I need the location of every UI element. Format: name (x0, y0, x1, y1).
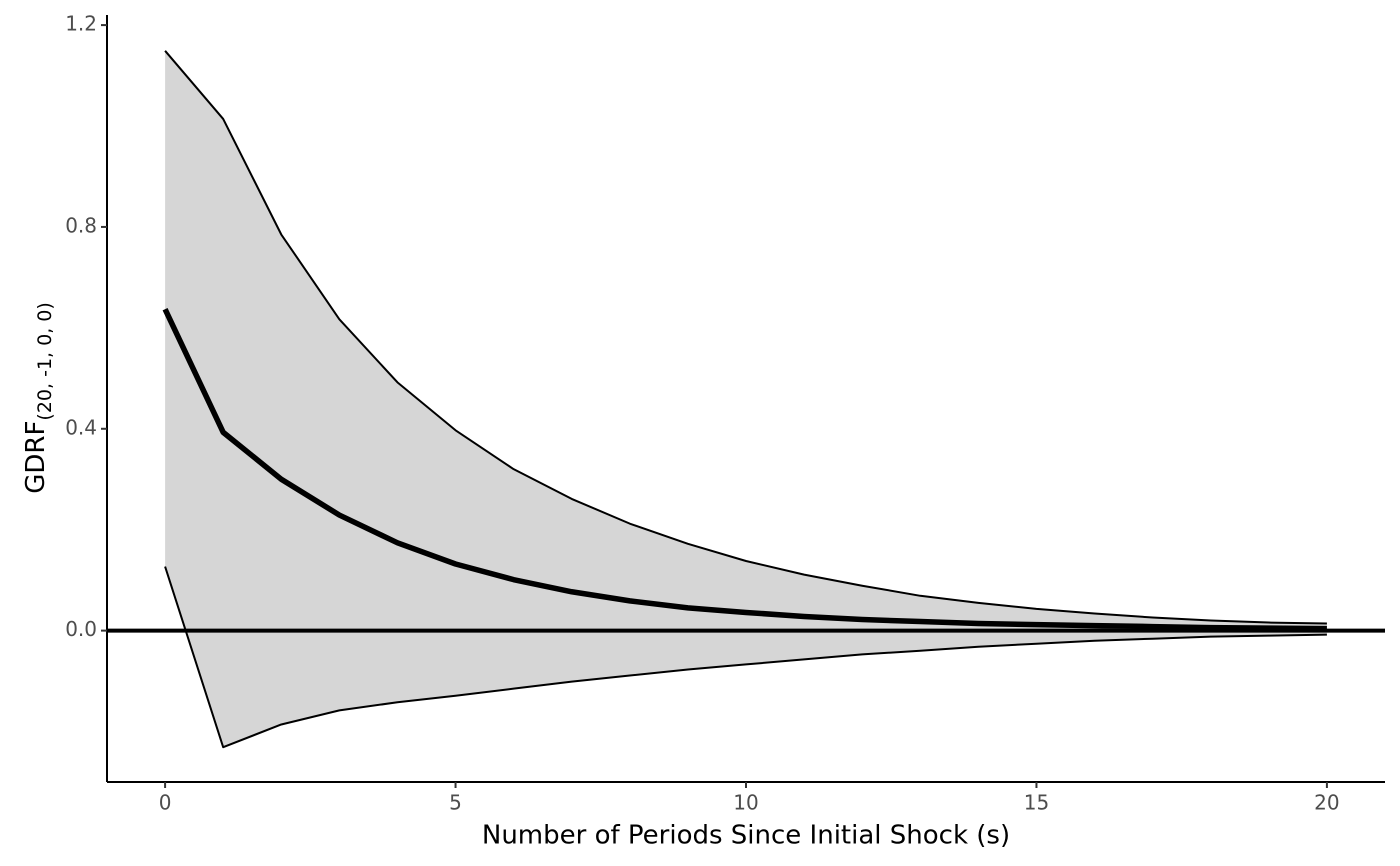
x-axis-title: Number of Periods Since Initial Shock (s… (482, 821, 1010, 851)
x-tick-label: 10 (733, 791, 758, 815)
x-tick-label: 5 (449, 791, 462, 815)
upper-bound (164, 50, 1327, 625)
x-tick-label: 20 (1314, 791, 1339, 815)
y-tick-label: 0.4 (65, 415, 97, 439)
confidence-band (165, 50, 1327, 748)
x-tick-label: 15 (1024, 791, 1049, 815)
y-axis-title-subscript: (20, -1, 0, 0) (34, 302, 56, 420)
y-axis-title: GDRF(20, -1, 0, 0) (21, 302, 56, 494)
x-tick-label: 0 (159, 791, 172, 815)
response-line (162, 308, 1327, 632)
y-tick-label: 0.8 (65, 213, 97, 237)
y-axis-title-main: GDRF (21, 421, 51, 494)
y-tick-label: 0.0 (65, 617, 97, 641)
y-tick-label: 1.2 (65, 12, 97, 36)
lower-bound (164, 566, 1327, 749)
